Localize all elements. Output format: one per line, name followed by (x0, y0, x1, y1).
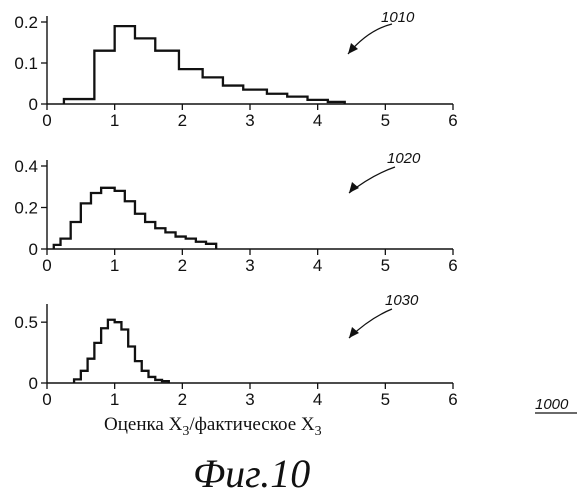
x-tick-label: 4 (313, 111, 322, 130)
x-tick-label: 5 (381, 256, 390, 275)
x-tick-label: 6 (448, 111, 457, 130)
x-tick-label: 0 (42, 390, 51, 409)
y-tick-label: 0.5 (14, 313, 38, 332)
histogram-series (54, 188, 216, 249)
x-tick-label: 1 (110, 111, 119, 130)
y-tick-label: 0 (29, 374, 38, 393)
panel-reference-label: 1030 (385, 292, 419, 309)
y-tick-label: 0 (29, 240, 38, 259)
leader-arrow-head (349, 327, 359, 338)
x-tick-label: 4 (313, 390, 322, 409)
x-tick-label: 2 (178, 111, 187, 130)
x-tick-label: 2 (178, 390, 187, 409)
leader-arrow-head (349, 182, 359, 193)
x-tick-label: 0 (42, 111, 51, 130)
y-tick-label: 0.1 (14, 54, 38, 73)
x-tick-label: 4 (313, 256, 322, 275)
x-tick-label: 1 (110, 256, 119, 275)
y-tick-label: 0 (29, 95, 38, 114)
figure-caption: Фиг.10 (193, 451, 310, 496)
figure-reference-label: 1000 (535, 396, 569, 413)
y-tick-label: 0.2 (14, 13, 38, 32)
histogram-series (74, 320, 169, 383)
x-tick-label: 5 (381, 111, 390, 130)
y-tick-label: 0.2 (14, 199, 38, 218)
panel-reference-label: 1010 (381, 9, 415, 26)
x-tick-label: 3 (245, 390, 254, 409)
histogram-panel-1030: 0 0.5 0 1 2 3 4 5 6 1030 (14, 292, 457, 409)
x-tick-label: 0 (42, 256, 51, 275)
y-tick-label: 0.4 (14, 157, 38, 176)
x-tick-label: 3 (245, 256, 254, 275)
histogram-panel-1010: 0 0.1 0.2 0 1 2 3 4 5 6 1010 (14, 9, 457, 130)
x-tick-label: 1 (110, 390, 119, 409)
x-tick-label: 6 (448, 390, 457, 409)
x-tick-label: 3 (245, 111, 254, 130)
x-tick-label: 5 (381, 390, 390, 409)
histogram-panel-1020: 0 0.2 0.4 0 1 2 3 4 5 6 1020 (14, 150, 457, 275)
x-tick-label: 6 (448, 256, 457, 275)
x-axis-label: Оценка X3/фактическое X3 (104, 414, 322, 439)
histogram-series (64, 26, 345, 104)
panel-reference-label: 1020 (387, 150, 421, 167)
x-tick-label: 2 (178, 256, 187, 275)
